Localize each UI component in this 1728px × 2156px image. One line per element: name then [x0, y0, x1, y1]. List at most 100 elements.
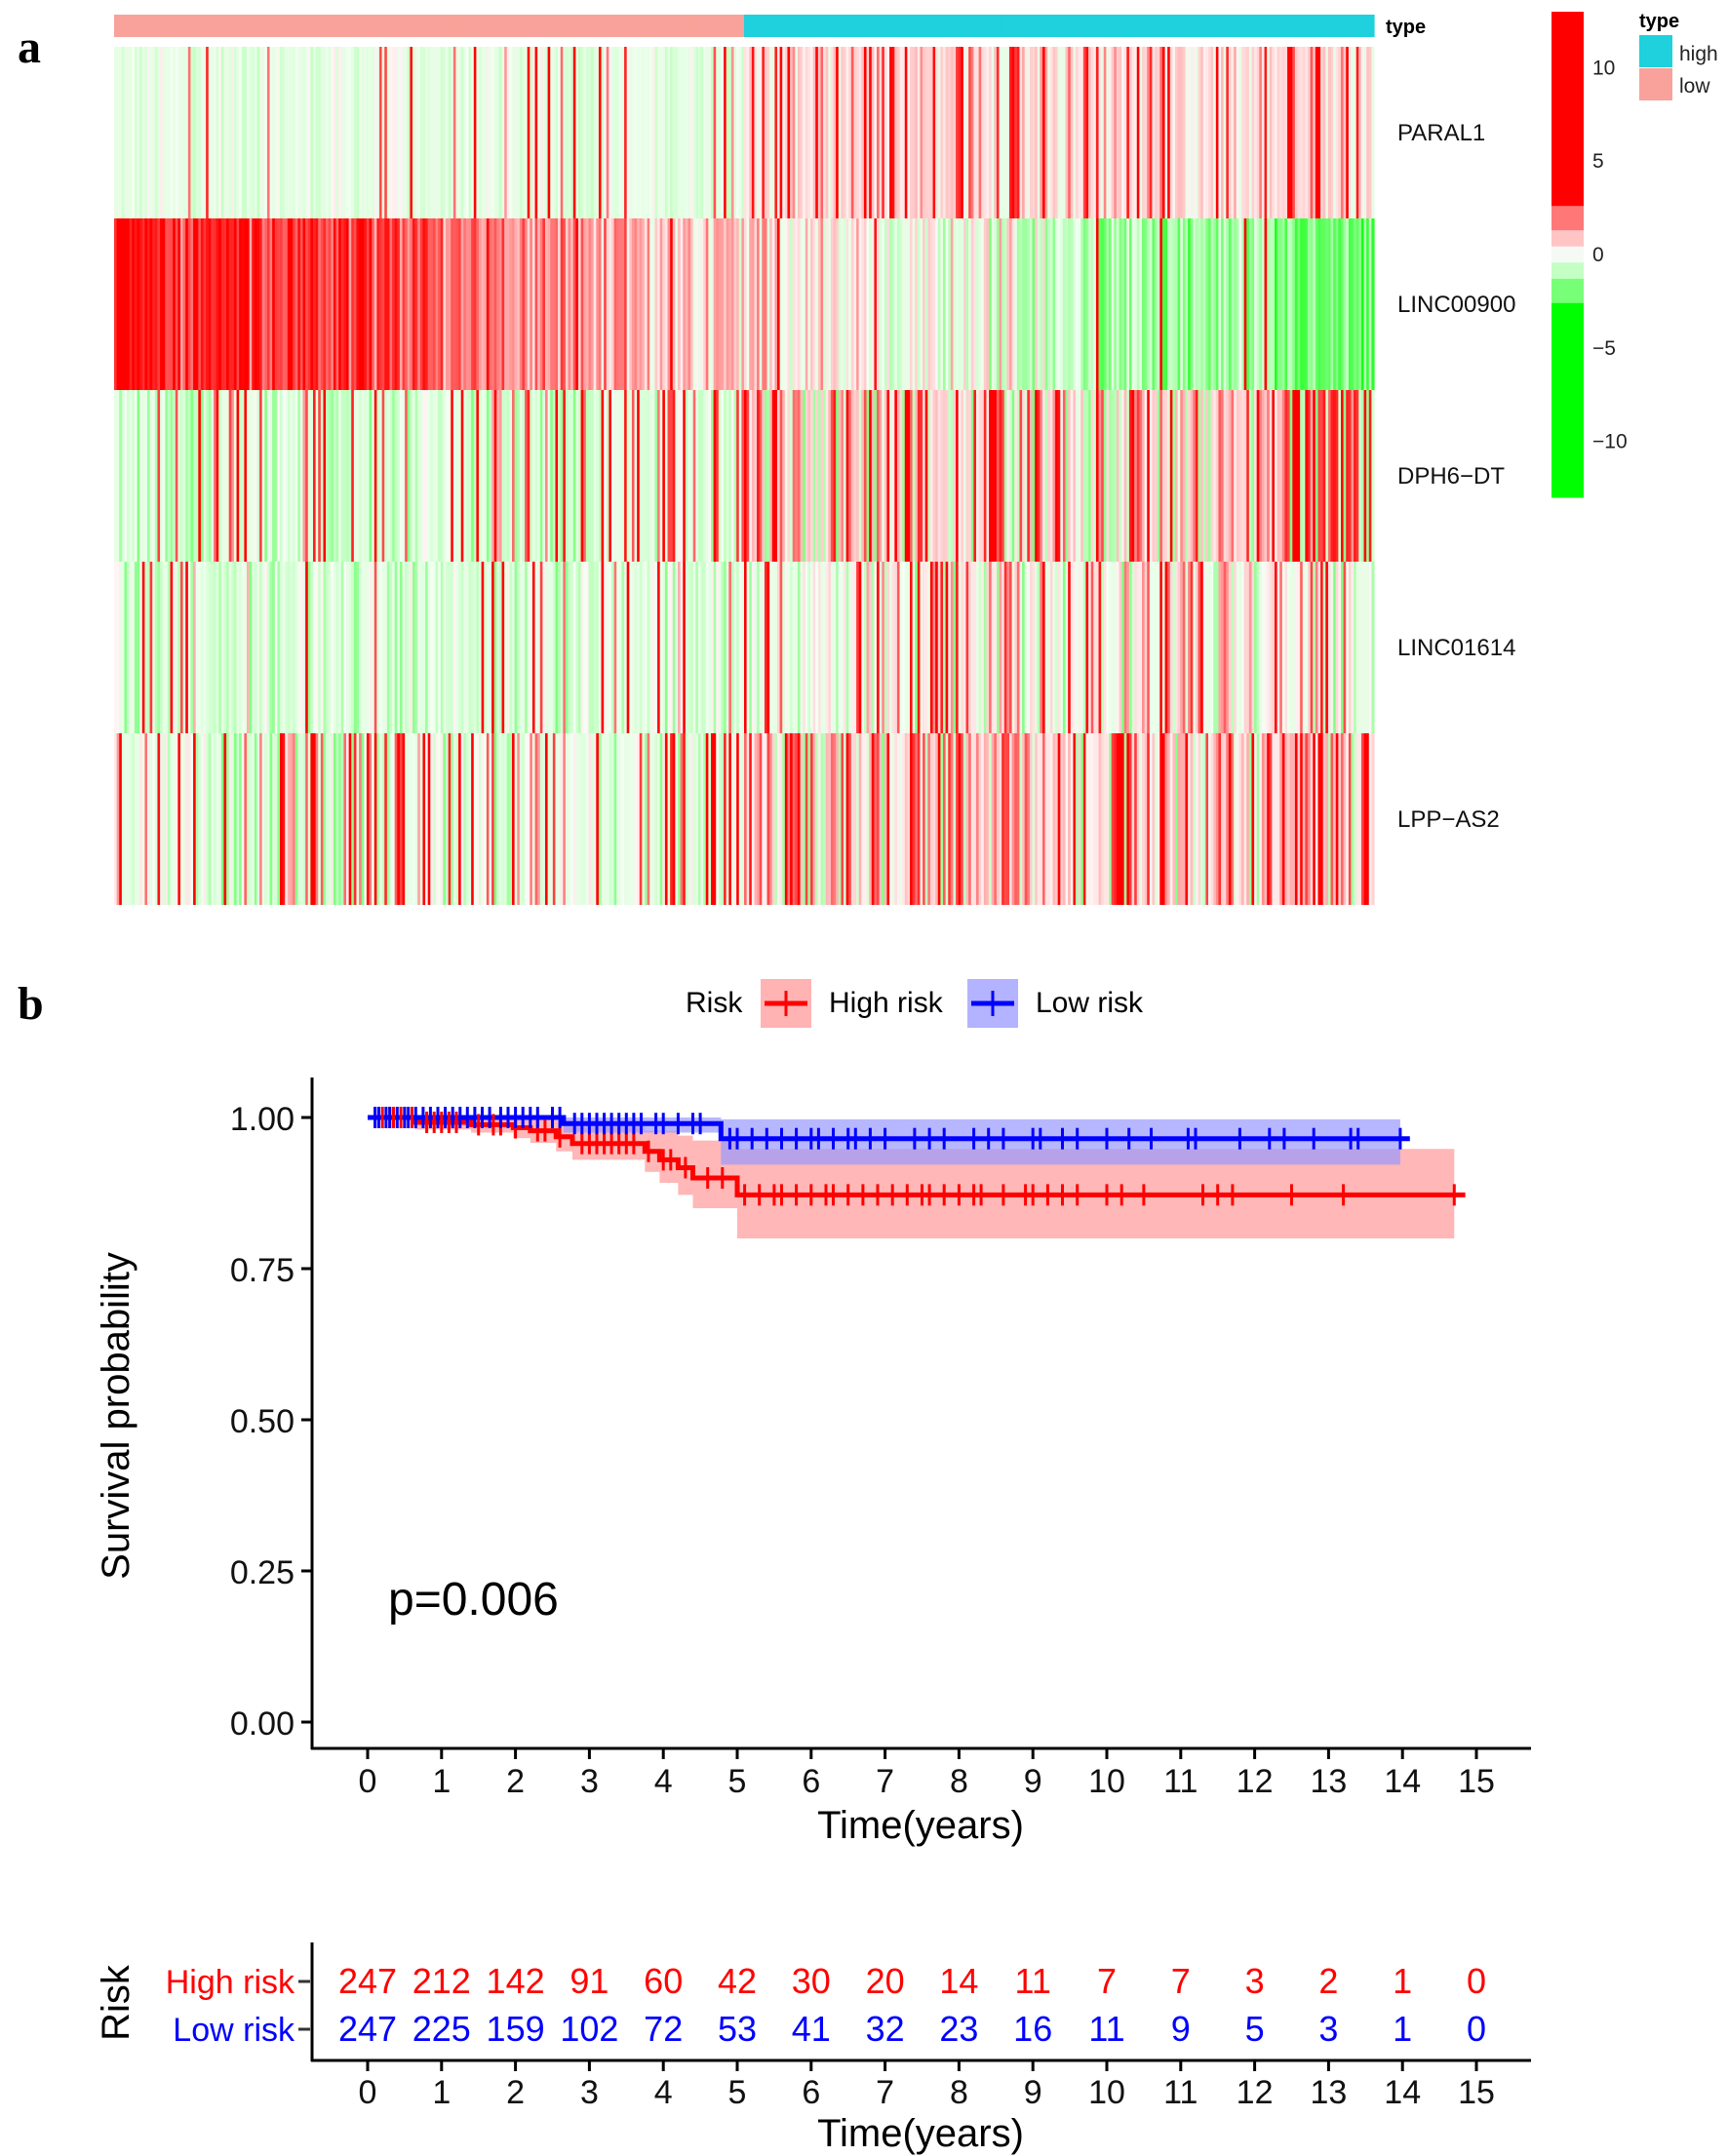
heatmap-cell — [923, 562, 926, 733]
heatmap-cell — [539, 218, 543, 390]
heatmap-cell — [1354, 47, 1357, 218]
heatmap-cell — [410, 47, 413, 218]
heatmap-cell — [1121, 218, 1125, 390]
heatmap-cell — [965, 733, 969, 905]
heatmap-cell — [568, 733, 571, 905]
heatmap-cell — [1060, 47, 1064, 218]
heatmap-cell — [1218, 562, 1222, 733]
colorbar-segment — [1551, 108, 1584, 118]
heatmap-cell — [448, 218, 452, 390]
annotation-cell-high — [774, 15, 778, 37]
heatmap-cell — [410, 562, 413, 733]
heatmap-cell — [596, 390, 600, 562]
heatmap-cell — [746, 390, 750, 562]
heatmap-cell — [1164, 733, 1168, 905]
heatmap-cell — [1126, 47, 1130, 218]
annotation-cell-high — [848, 15, 852, 37]
heatmap-cell — [460, 562, 464, 733]
heatmap-cell — [233, 390, 238, 562]
heatmap-cell — [353, 733, 358, 905]
heatmap-cell — [1101, 47, 1105, 218]
heatmap-cell — [254, 218, 258, 390]
heatmap-cell — [1152, 218, 1156, 390]
heatmap-cell — [244, 733, 248, 905]
annotation-cell-low — [588, 15, 592, 37]
heatmap-cell — [741, 47, 745, 218]
annotation-cell-low — [223, 15, 227, 37]
heatmap-cell — [514, 390, 518, 562]
annotation-cell-low — [366, 15, 371, 37]
heatmap-cell — [1343, 733, 1347, 905]
annotation-cell-low — [302, 15, 306, 37]
heatmap-cell — [817, 218, 822, 390]
heatmap-cell — [1259, 733, 1263, 905]
heatmap-cell — [335, 562, 339, 733]
annotation-cell-high — [1123, 15, 1127, 37]
heatmap-cell — [1085, 562, 1089, 733]
heatmap-cell — [803, 562, 806, 733]
heatmap-cell — [460, 218, 464, 390]
heatmap-cell — [1128, 390, 1133, 562]
annotation-cell-high — [1022, 15, 1026, 37]
annotation-cell-high — [1330, 15, 1334, 37]
heatmap-cell — [1114, 733, 1118, 905]
heatmap-cell — [455, 562, 459, 733]
heatmap-cell — [950, 218, 955, 390]
heatmap-cell — [1065, 390, 1069, 562]
annotation-cell-high — [1210, 15, 1214, 37]
heatmap-cell — [784, 47, 789, 218]
heatmap-cell — [1180, 390, 1184, 562]
heatmap-cell — [716, 733, 720, 905]
heatmap-cell — [116, 218, 120, 390]
heatmap-cell — [231, 562, 235, 733]
heatmap-cell — [700, 390, 704, 562]
heatmap-cell — [323, 390, 327, 562]
heatmap-cell — [948, 733, 952, 905]
heatmap-cell — [493, 733, 497, 905]
heatmap-cell — [555, 733, 559, 905]
heatmap-cell — [299, 562, 304, 733]
heatmap-cell — [348, 562, 352, 733]
heatmap-cell — [124, 562, 128, 733]
heatmap-cell — [1333, 390, 1337, 562]
heatmap-cell — [795, 47, 799, 218]
heatmap-cell — [338, 47, 342, 218]
annotation-cell-low — [583, 15, 587, 37]
annotation-cell-high — [920, 15, 923, 37]
heatmap-cell — [915, 218, 919, 390]
heatmap-cell — [815, 390, 819, 562]
heatmap-cell — [1121, 47, 1125, 218]
heatmap-cell — [585, 562, 590, 733]
heatmap-cell — [1134, 218, 1138, 390]
heatmap-cell — [891, 562, 895, 733]
x-axis-label: Time(years) — [817, 1804, 1024, 1847]
annotation-cell-high — [1142, 15, 1146, 37]
heatmap-cell — [1078, 390, 1081, 562]
heatmap-cell — [751, 390, 756, 562]
heatmap-cell — [244, 218, 248, 390]
heatmap-cell — [680, 218, 684, 390]
heatmap-cell — [863, 390, 868, 562]
heatmap-cell — [399, 218, 404, 390]
heatmap-cell — [654, 390, 658, 562]
annotation-cell-high — [1114, 15, 1118, 37]
heatmap-cell — [256, 733, 260, 905]
heatmap-cell — [539, 733, 543, 905]
annotation-cell-low — [460, 15, 464, 37]
colorbar-segment — [1551, 174, 1584, 182]
heatmap-cell — [465, 390, 470, 562]
heatmap-cell — [800, 218, 804, 390]
heatmap-cell — [1267, 733, 1271, 905]
heatmap-cell — [468, 562, 472, 733]
heatmap-cell — [844, 47, 847, 218]
heatmap-cell — [1027, 733, 1031, 905]
heatmap-cell — [425, 562, 429, 733]
heatmap-cell — [438, 562, 442, 733]
heatmap-cell — [874, 562, 878, 733]
heatmap-cell — [1315, 47, 1319, 218]
heatmap-cell — [680, 733, 684, 905]
heatmap-cell — [1009, 562, 1013, 733]
heatmap-cell — [904, 47, 908, 218]
annotation-cell-low — [637, 15, 641, 37]
colorbar-segment — [1551, 294, 1584, 304]
